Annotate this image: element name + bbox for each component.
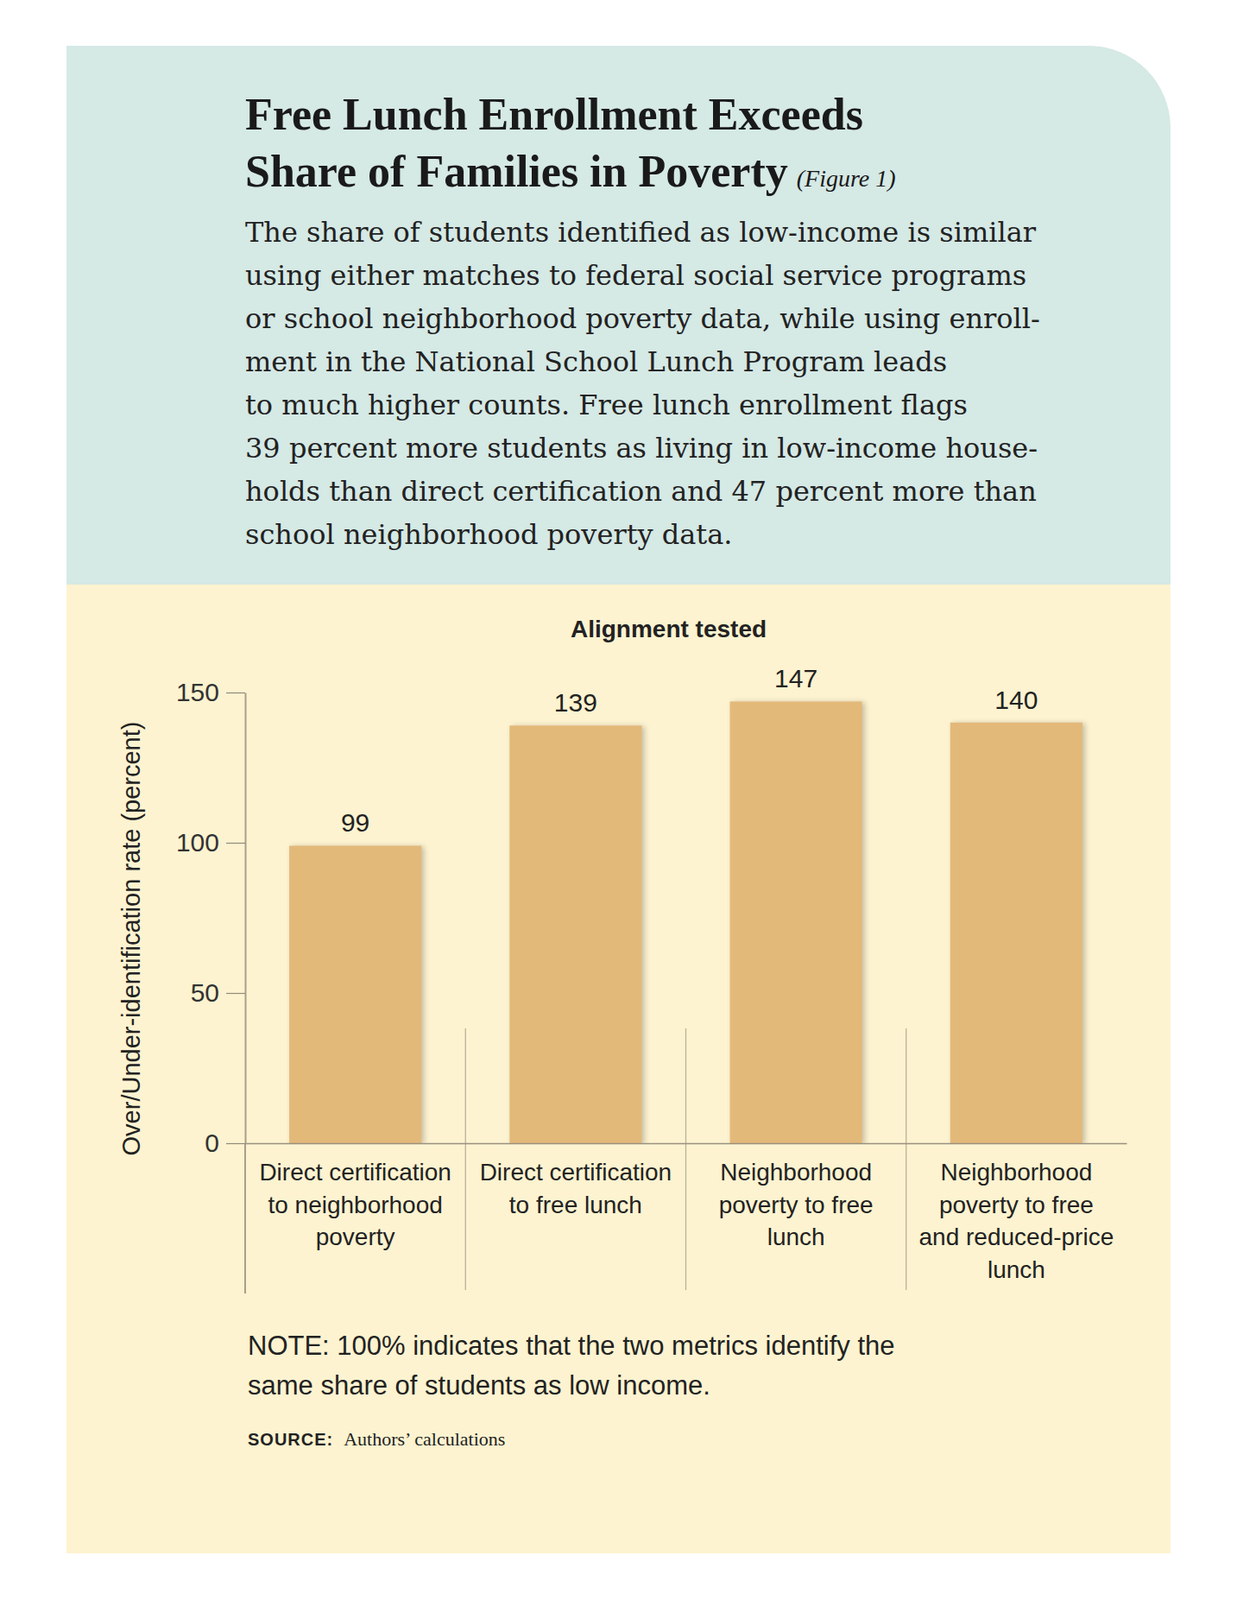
panel-top	[66, 45, 1171, 585]
x-tick: Direct certification to neighborhood pover…	[258, 1142, 452, 1250]
y-axis-title: Over/Under-identification rate (percent)	[117, 721, 146, 1156]
subtitle: to much higher counts. Free lunch enroll…	[245, 388, 968, 422]
bar	[730, 700, 863, 1143]
bars	[289, 700, 1083, 1143]
panel-bottom	[66, 584, 1171, 1553]
x-tick-label-line: poverty to free	[719, 1191, 874, 1219]
title: Free Lunch Enrollment Exceeds	[245, 89, 864, 139]
bar	[509, 725, 642, 1143]
x-tick-label-line: lunch	[987, 1255, 1046, 1283]
x-axis: Direct certification to neighborhood pover…	[246, 1142, 1128, 1283]
data-label: 99	[340, 807, 370, 837]
x-tick-label: Neighborhood poverty to free lunch	[719, 1158, 874, 1250]
x-tick-label-line: Neighborhood	[940, 1158, 1092, 1186]
x-axis-line	[246, 1142, 1128, 1145]
data-label: 139	[554, 687, 598, 717]
data-label: 140	[994, 685, 1038, 714]
x-tick-label-line: Direct certification	[479, 1158, 673, 1186]
title: Share of Families in Poverty	[245, 146, 789, 196]
y-tick-mark	[226, 1142, 246, 1144]
chart-svg: Free Lunch Enrollment Exceeds Share of Fa…	[0, 0, 1237, 1600]
note: NOTE: 100% indicates that the two metric…	[247, 1330, 896, 1361]
x-tick: Neighborhood poverty to free lunch	[719, 1142, 874, 1250]
y-axis: 0 50 100 150	[176, 677, 247, 1157]
bar	[289, 845, 422, 1143]
source-label: SOURCE:	[247, 1429, 334, 1449]
x-tick-label-line: to free lunch	[509, 1191, 643, 1219]
subtitle: The share of students identified as low-…	[245, 215, 1037, 249]
subtitle: ment in the National School Lunch Progra…	[245, 345, 947, 379]
x-tick-label: Direct certification to free lunch	[479, 1158, 673, 1219]
y-tick-label: 100	[176, 827, 220, 857]
data-label: 147	[774, 663, 818, 693]
chart-root: Free Lunch Enrollment Exceeds Share of Fa…	[0, 0, 1237, 1600]
x-tick-label-line: to neighborhood	[267, 1191, 442, 1219]
source: Authors’ calculations	[343, 1427, 505, 1450]
x-tick-label: Direct certification to neighborhood pover…	[258, 1158, 452, 1250]
y-tick: 150	[176, 677, 246, 707]
x-tick-label-line: poverty	[315, 1223, 396, 1250]
y-tick-label: 50	[190, 978, 220, 1007]
x-tick-label-line: Neighborhood	[719, 1158, 872, 1186]
y-tick-mark	[226, 842, 246, 844]
x-tick-label-line: lunch	[767, 1223, 826, 1250]
y-tick: 0	[204, 1128, 246, 1157]
y-tick: 100	[176, 827, 246, 857]
x-tick: Neighborhood poverty to free and reduced-p…	[919, 1142, 1115, 1283]
y-tick-mark	[226, 992, 246, 994]
x-tick: Direct certification to free lunch	[479, 1142, 673, 1219]
category-separator	[905, 1028, 907, 1290]
x-axis-title: Alignment tested	[570, 615, 767, 643]
x-tick-label-line: Direct certification	[258, 1158, 452, 1186]
data-labels: 99 139 147 140	[340, 663, 1038, 837]
y-tick: 50	[190, 978, 246, 1007]
y-axis-line	[245, 693, 247, 1144]
subtitle: using either matches to federal social s…	[245, 258, 1027, 292]
bar	[950, 722, 1083, 1143]
axis-extension	[244, 1142, 247, 1294]
subtitle: or school neighborhood poverty data, whi…	[245, 302, 1041, 335]
x-tick-label-line: and reduced-price	[919, 1223, 1115, 1250]
y-tick-label: 150	[176, 677, 220, 707]
category-separator	[685, 1028, 687, 1290]
subtitle: school neighborhood poverty data.	[245, 517, 733, 551]
note: same share of students as low income.	[247, 1369, 711, 1401]
subtitle: 39 percent more students as living in lo…	[245, 431, 1038, 465]
y-tick-mark	[226, 692, 246, 694]
x-tick-label: Neighborhood poverty to free and reduced-p…	[919, 1158, 1115, 1283]
y-tick-label: 0	[204, 1128, 220, 1157]
figure-label: (Figure 1)	[796, 164, 897, 192]
category-separator	[465, 1028, 467, 1290]
subtitle: holds than direct certification and 47 p…	[245, 474, 1037, 508]
x-tick-label-line: poverty to free	[939, 1191, 1094, 1219]
